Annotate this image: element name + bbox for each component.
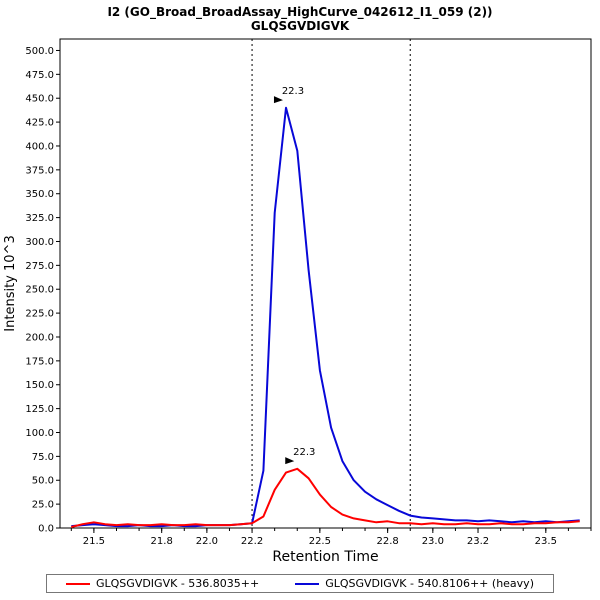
x-tick-label: 22.0	[196, 536, 218, 547]
y-tick-label: 350.0	[25, 189, 54, 200]
y-tick-label: 500.0	[25, 46, 54, 57]
x-tick-label: 22.2	[241, 536, 263, 547]
chart-title-block: I2 (GO_Broad_BroadAssay_HighCurve_042612…	[0, 0, 600, 33]
y-axis-title: Intensity 10^3	[3, 235, 18, 331]
y-tick-label: 375.0	[25, 165, 54, 176]
x-tick-label: 21.5	[83, 536, 105, 547]
y-tick-label: 100.0	[25, 428, 54, 439]
plot-border	[59, 38, 592, 529]
y-tick-label: 325.0	[25, 213, 54, 224]
legend-line-swatch	[66, 582, 90, 585]
chromatogram-trace	[71, 106, 580, 528]
peak-annotation-label: 22.3	[293, 447, 315, 458]
y-tick-label: 475.0	[25, 70, 54, 81]
y-tick-label: 125.0	[25, 404, 54, 415]
x-tick-label: 22.5	[309, 536, 331, 547]
y-tick-label: 25.0	[32, 500, 54, 511]
legend-item: GLQSGVDIGVK - 540.8106++ (heavy)	[295, 577, 534, 590]
x-tick-label: 23.0	[422, 536, 444, 547]
y-tick-label: 400.0	[25, 141, 54, 152]
y-tick-label: 250.0	[25, 285, 54, 296]
legend-label: GLQSGVDIGVK - 540.8106++ (heavy)	[325, 577, 534, 590]
y-tick-label: 50.0	[32, 476, 54, 487]
chart-title-line2: GLQSGVDIGVK	[250, 19, 350, 33]
legend-label: GLQSGVDIGVK - 536.8035++	[96, 577, 260, 590]
peak-annotation-arrow	[285, 457, 295, 465]
y-tick-label: 300.0	[25, 237, 54, 248]
y-tick-label: 0.0	[38, 524, 54, 535]
x-tick-label: 23.2	[467, 536, 489, 547]
x-tick-label: 22.8	[377, 536, 399, 547]
chromatogram-plot[interactable]: 0.0 25.0 50.0 75.0 100.0 125.0 150.0 175.0 200.0…	[0, 33, 600, 573]
y-tick-label: 200.0	[25, 332, 54, 343]
y-tick-label: 75.0	[32, 452, 54, 463]
y-tick-label: 425.0	[25, 118, 54, 129]
y-tick-label: 450.0	[25, 94, 54, 105]
legend-item: GLQSGVDIGVK - 536.8035++	[66, 577, 259, 590]
chromatogram-trace	[71, 467, 580, 528]
peak-annotation-label: 22.3	[282, 86, 304, 97]
x-tick-label: 21.8	[151, 536, 173, 547]
legend-box: GLQSGVDIGVK - 536.8035++ GLQSGVDIGVK - 54…	[46, 574, 554, 593]
y-tick-label: 150.0	[25, 380, 54, 391]
chart-title-line1: I2 (GO_Broad_BroadAssay_HighCurve_042612…	[107, 5, 493, 19]
legend-line-swatch	[295, 582, 320, 585]
y-tick-label: 275.0	[25, 261, 54, 272]
x-tick-label: 23.5	[535, 536, 557, 547]
peak-annotation-arrow	[273, 96, 283, 104]
y-tick-label: 175.0	[25, 356, 54, 367]
y-tick-label: 225.0	[25, 309, 54, 320]
x-axis-title: Retention Time	[272, 549, 378, 565]
